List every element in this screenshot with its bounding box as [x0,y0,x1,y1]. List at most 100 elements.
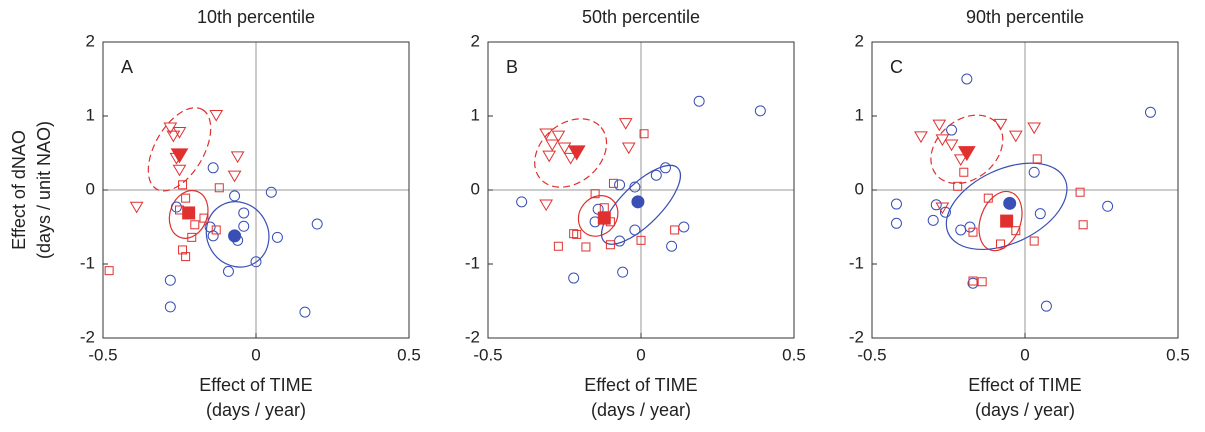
triangle-point [914,131,928,144]
triangle-point [170,148,189,164]
circle-point [207,230,219,242]
square-point [959,167,969,177]
square-point [670,225,680,235]
y-tick-label: -1 [465,253,480,272]
square-point [983,193,993,203]
circle-point [693,95,705,107]
y-tick-label: 0 [471,179,480,198]
circle-point [930,199,942,211]
circle-point [1003,196,1017,210]
circle-point [238,207,250,219]
triangle-point [944,139,959,152]
square-point [182,206,196,220]
circle-point [964,221,976,233]
circle-point [629,181,641,193]
panel-title: 10th percentile [197,7,315,27]
circle-point [516,196,528,208]
triangle-point [129,201,144,214]
ellipse [147,107,212,192]
triangle-point [557,142,572,155]
x-tick-label: -0.5 [88,345,117,364]
square-point [636,235,646,245]
circle-point [890,217,902,229]
circle-point [1028,166,1040,178]
circle-point [678,221,690,233]
circle-point [617,266,629,278]
circle-point [228,229,242,243]
y-tick-label: -2 [465,327,480,346]
circle-point [659,162,671,174]
circle-point [629,224,641,236]
square-point [187,232,197,242]
y-tick-label: -1 [849,253,864,272]
square-point [211,225,221,235]
triangle-point [621,142,636,155]
triangle-point [172,164,187,177]
square-point [178,180,188,190]
x-tick-label: 0.5 [782,345,806,364]
x-axis-label: (days / year) [206,400,306,420]
square-point [953,181,963,191]
circle-point [207,162,219,174]
triangle-point [563,152,578,165]
square-point [639,129,649,139]
panel-label: C [890,57,903,77]
x-tick-label: 0 [636,345,645,364]
circle-point [890,198,902,210]
circle-point [238,220,250,232]
circle-point [631,195,645,209]
circle-point [1144,106,1156,118]
triangle-point [163,122,178,135]
triangle-point [993,118,1008,131]
circle-point [650,169,662,181]
square-point [1011,226,1021,236]
square-point [181,252,191,262]
circle-point [311,218,323,230]
triangle-point [209,109,224,122]
triangle-point [166,130,181,143]
x-axis-label: Effect of TIME [199,375,312,395]
square-point [1000,214,1014,228]
triangle-point [957,146,976,162]
x-tick-label: 0 [251,345,260,364]
x-tick-label: 0.5 [397,345,421,364]
y-tick-label: -2 [849,327,864,346]
square-point [1032,154,1042,164]
ellipse [978,190,1023,252]
circle-point [229,190,241,202]
square-point [104,266,114,276]
x-axis-label: (days / year) [591,400,691,420]
y-tick-label: 2 [471,31,480,50]
x-tick-label: -0.5 [857,345,886,364]
y-tick-label: 2 [86,31,95,50]
triangle-point [1027,122,1042,135]
circle-point [1034,208,1046,220]
circle-point [666,240,678,252]
ellipse [577,195,619,237]
circle-point [1040,300,1052,312]
square-point [590,189,600,199]
circle-point [614,179,626,191]
square-point [1029,236,1039,246]
circle-point [164,301,176,313]
y-tick-label: 1 [471,105,480,124]
triangle-point [539,199,554,212]
square-point [181,193,191,203]
triangle-point [935,202,950,215]
triangle-point [1008,130,1023,143]
y-tick-label: 2 [855,31,864,50]
y-tick-label: 0 [86,179,95,198]
panel-label: A [121,57,133,77]
circle-point [754,105,766,117]
triangle-point [551,130,566,143]
square-point [605,240,615,250]
square-point [199,213,209,223]
circle-point [271,231,283,243]
ellipse [600,164,682,245]
circle-point [927,214,939,226]
square-point [553,241,563,251]
y-tick-label: 1 [855,105,864,124]
square-point [996,239,1006,249]
square-point [608,178,618,188]
